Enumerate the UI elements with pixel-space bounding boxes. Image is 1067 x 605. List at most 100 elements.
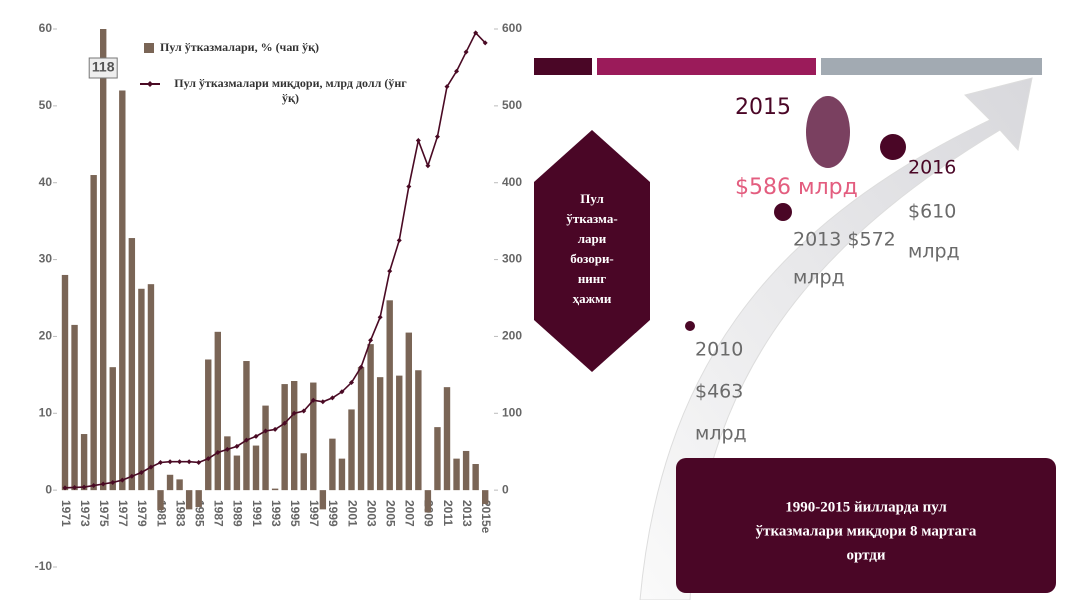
x-tick-label: 1997: [307, 500, 321, 527]
circle: [880, 134, 906, 160]
bar: [109, 367, 116, 491]
line-marker: [72, 484, 78, 490]
line-marker: [377, 314, 383, 320]
line-marker: [110, 479, 116, 485]
y2-tick-label: 500: [502, 98, 522, 112]
line-marker: [310, 397, 316, 403]
legend-swatch: [147, 81, 153, 87]
y-tick-label: 20: [39, 329, 53, 343]
x-tick-label: 2001: [345, 500, 359, 527]
bar: [291, 381, 298, 491]
point-label: 2015: [735, 95, 791, 120]
hexagon-text: лари: [578, 231, 607, 246]
box-text: 1990-2015 йилларда пул: [785, 499, 947, 515]
bar: [233, 455, 241, 491]
bar: [185, 490, 193, 510]
line-marker: [119, 477, 125, 483]
line-marker: [291, 410, 297, 416]
x-tick-label: 1971: [59, 500, 73, 527]
bar: [71, 324, 78, 491]
bar: [319, 490, 327, 510]
x-tick-label: 1995: [288, 500, 302, 527]
y2-tick-label: 100: [502, 405, 522, 419]
bar: [338, 458, 346, 491]
circle: [685, 321, 695, 331]
hexagon: [534, 130, 650, 372]
label-box: [88, 57, 118, 79]
bar: [61, 274, 69, 491]
legend-entry: Пул ўтказмалари, % (чап ўқ): [160, 40, 319, 54]
line-marker: [329, 395, 335, 401]
line-marker: [320, 399, 326, 405]
point-label: 2016: [908, 157, 956, 179]
hexagon-text: ўтказма-: [566, 211, 617, 226]
line-marker: [339, 389, 345, 395]
bar: [195, 490, 202, 508]
line-marker: [301, 408, 307, 414]
bar: [357, 367, 365, 491]
box-text: ортди: [846, 547, 885, 563]
bar: [281, 384, 288, 491]
data-label: 118: [92, 59, 115, 75]
bar: [271, 488, 279, 491]
line-marker: [129, 473, 135, 479]
line-marker: [177, 459, 183, 465]
line-marker: [263, 428, 269, 434]
bar: [367, 344, 374, 491]
x-tick-label: 1975: [97, 500, 111, 527]
y-tick-label: 40: [39, 175, 53, 189]
line-marker: [406, 184, 412, 190]
bar: [252, 445, 260, 491]
line-marker: [434, 134, 440, 140]
box-text: ўтказмалари миқдори 8 мартага: [756, 523, 977, 539]
line-marker: [196, 459, 202, 465]
line-marker: [463, 49, 469, 55]
point-label: млрд: [695, 423, 747, 445]
circle: [774, 203, 792, 221]
bar: [176, 479, 183, 491]
y-tick-label: -10: [35, 559, 53, 573]
bar: [205, 359, 212, 491]
line-marker: [158, 459, 163, 465]
bar: [243, 361, 250, 491]
bar: [300, 453, 307, 491]
line-marker: [138, 469, 144, 475]
point-label: 2013 $572: [793, 229, 896, 251]
plot: [61, 29, 489, 513]
x-tick-label: 1983: [173, 500, 187, 527]
bar: [472, 464, 479, 491]
infographic: Пул ўтказма-лари бозори-нинг ҳажми 1990-2015…: [566, 95, 977, 563]
legend-label: Пул ўтказмалари, % (чап ўқ): [160, 40, 319, 54]
x-tick-label: 1989: [231, 500, 245, 527]
x-tick-label: 1977: [116, 500, 130, 527]
bar: [453, 458, 460, 491]
line-marker: [282, 420, 288, 426]
y-tick-label: 0: [45, 482, 52, 496]
hexagon-text: Пул: [580, 191, 604, 206]
line-marker: [358, 364, 364, 370]
bar: [376, 377, 384, 491]
line-marker: [415, 137, 421, 143]
x-tick-label: 1973: [78, 500, 92, 527]
bar: [90, 175, 97, 491]
bar: [128, 238, 136, 491]
stripe: [597, 58, 816, 75]
line-marker: [425, 163, 431, 169]
bar: [147, 284, 155, 491]
bar: [415, 370, 422, 491]
y2-tick-label: 300: [502, 252, 522, 266]
bar: [214, 331, 221, 491]
y2-tick-label: 200: [502, 329, 522, 343]
bar: [462, 450, 470, 491]
line-marker: [81, 484, 87, 490]
hexagon-text: нинг: [578, 271, 606, 286]
line-marker: [473, 30, 479, 36]
bar: [348, 409, 355, 491]
point-label: $463: [695, 381, 743, 403]
line-marker: [167, 459, 173, 465]
line-marker: [396, 237, 402, 243]
point-label: $586 млрд: [735, 175, 858, 200]
bar: [310, 382, 317, 491]
